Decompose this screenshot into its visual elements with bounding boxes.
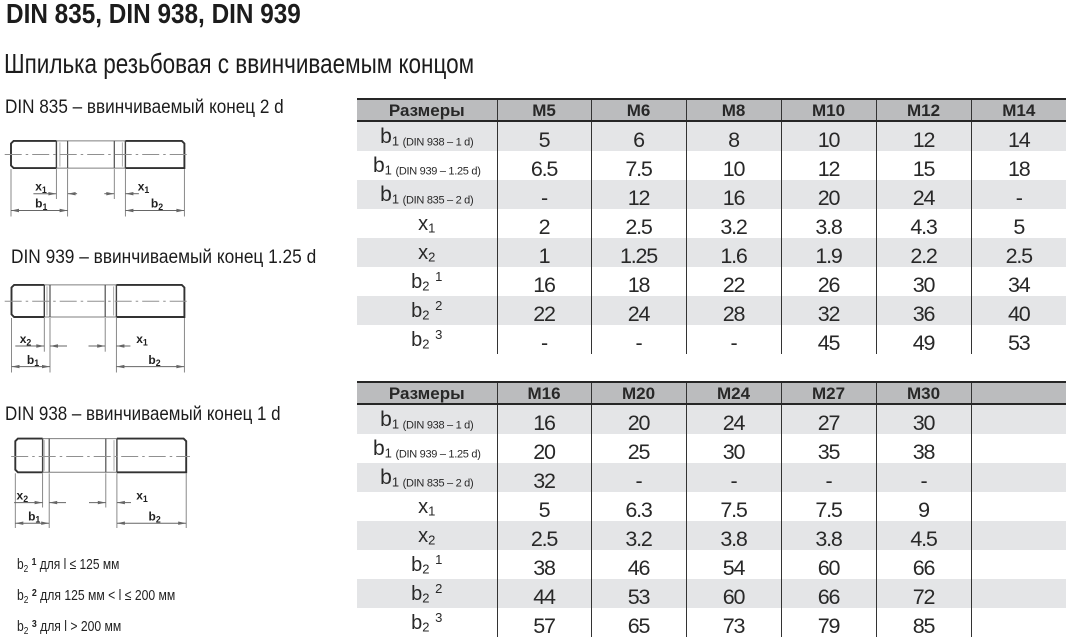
svg-text:x1: x1: [136, 332, 148, 347]
svg-text:x2: x2: [20, 332, 32, 347]
svg-text:b2: b2: [148, 353, 160, 368]
svg-text:x1: x1: [35, 180, 47, 195]
svg-text:b1: b1: [28, 509, 40, 524]
svg-text:b1: b1: [27, 353, 39, 368]
svg-text:x1: x1: [136, 489, 148, 504]
svg-text:b1: b1: [35, 197, 47, 212]
svg-text:b2: b2: [148, 509, 160, 524]
svg-text:x1: x1: [138, 180, 150, 195]
svg-text:x2: x2: [17, 489, 29, 504]
svg-text:b2: b2: [151, 197, 163, 212]
